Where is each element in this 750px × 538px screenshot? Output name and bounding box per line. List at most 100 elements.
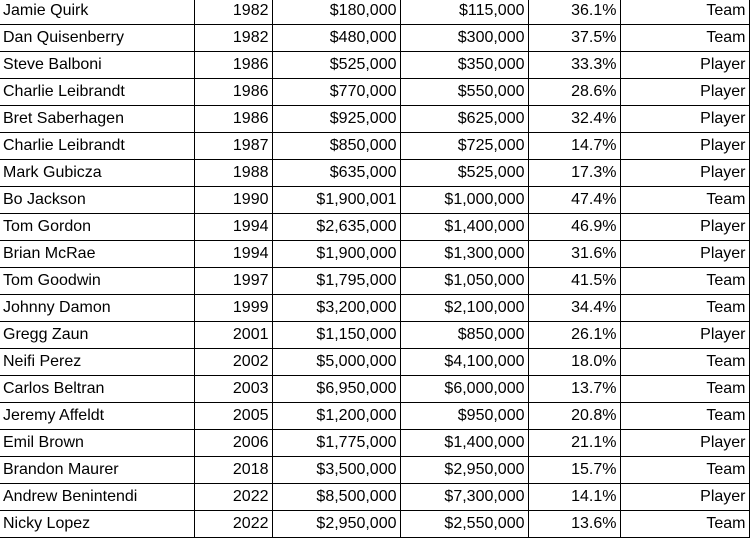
- difference-percent-cell: 17.3%: [527, 159, 621, 187]
- table-row: Bo Jackson 1990 $1,900,001 $1,000,000 47.4% T…: [0, 186, 750, 214]
- difference-percent-cell: 26.1%: [527, 321, 621, 349]
- player-request-cell: $8,500,000: [271, 483, 401, 511]
- player-request-cell: $925,000: [271, 105, 401, 133]
- table-row: Neifi Perez 2002 $5,000,000 $4,100,000 18.0%…: [0, 348, 750, 376]
- table-row: Charlie Leibrandt 1986 $770,000 $550,000 28.…: [0, 78, 750, 106]
- winner-cell: Team: [619, 267, 750, 295]
- team-offer-cell: $115,000: [399, 0, 529, 25]
- winner-cell: Team: [619, 375, 750, 403]
- table-row: Charlie Leibrandt 1987 $850,000 $725,000 14.…: [0, 132, 750, 160]
- year-cell: 1986: [193, 51, 273, 79]
- winner-cell: Player: [619, 429, 750, 457]
- player-name-cell: Bo Jackson: [0, 186, 195, 214]
- winner-cell: Team: [619, 294, 750, 322]
- year-cell: 2006: [193, 429, 273, 457]
- player-name-cell: Gregg Zaun: [0, 321, 195, 349]
- winner-cell: Team: [619, 456, 750, 484]
- year-cell: 2018: [193, 456, 273, 484]
- player-request-cell: $1,200,000: [271, 402, 401, 430]
- team-offer-cell: $6,000,000: [399, 375, 529, 403]
- difference-percent-cell: 32.4%: [527, 105, 621, 133]
- player-name-cell: Bret Saberhagen: [0, 105, 195, 133]
- team-offer-cell: $350,000: [399, 51, 529, 79]
- player-name-cell: Charlie Leibrandt: [0, 78, 195, 106]
- year-cell: 1997: [193, 267, 273, 295]
- team-offer-cell: $1,300,000: [399, 240, 529, 268]
- difference-percent-cell: 14.1%: [527, 483, 621, 511]
- player-request-cell: $2,950,000: [271, 510, 401, 538]
- team-offer-cell: $950,000: [399, 402, 529, 430]
- team-offer-cell: $1,000,000: [399, 186, 529, 214]
- table-row: Mark Gubicza 1988 $635,000 $525,000 17.3% Pla…: [0, 159, 750, 187]
- table-row: Jamie Quirk 1982 $180,000 $115,000 36.1% Team: [0, 0, 750, 25]
- player-request-cell: $2,635,000: [271, 213, 401, 241]
- team-offer-cell: $2,100,000: [399, 294, 529, 322]
- player-name-cell: Emil Brown: [0, 429, 195, 457]
- player-request-cell: $3,500,000: [271, 456, 401, 484]
- difference-percent-cell: 41.5%: [527, 267, 621, 295]
- team-offer-cell: $525,000: [399, 159, 529, 187]
- difference-percent-cell: 36.1%: [527, 0, 621, 25]
- year-cell: 2022: [193, 510, 273, 538]
- team-offer-cell: $625,000: [399, 105, 529, 133]
- table-row: Tom Gordon 1994 $2,635,000 $1,400,000 46.9% P…: [0, 213, 750, 241]
- difference-percent-cell: 13.6%: [527, 510, 621, 538]
- year-cell: 1990: [193, 186, 273, 214]
- player-request-cell: $480,000: [271, 24, 401, 52]
- winner-cell: Team: [619, 402, 750, 430]
- year-cell: 1987: [193, 132, 273, 160]
- team-offer-cell: $725,000: [399, 132, 529, 160]
- winner-cell: Player: [619, 213, 750, 241]
- player-name-cell: Tom Goodwin: [0, 267, 195, 295]
- team-offer-cell: $1,400,000: [399, 429, 529, 457]
- player-request-cell: $1,795,000: [271, 267, 401, 295]
- player-name-cell: Carlos Beltran: [0, 375, 195, 403]
- player-name-cell: Andrew Benintendi: [0, 483, 195, 511]
- winner-cell: Player: [619, 483, 750, 511]
- table-row: Nicky Lopez 2022 $2,950,000 $2,550,000 13.6%…: [0, 510, 750, 538]
- winner-cell: Team: [619, 510, 750, 538]
- difference-percent-cell: 18.0%: [527, 348, 621, 376]
- player-request-cell: $1,900,001: [271, 186, 401, 214]
- player-name-cell: Johnny Damon: [0, 294, 195, 322]
- table-row: Emil Brown 2006 $1,775,000 $1,400,000 21.1% P…: [0, 429, 750, 457]
- year-cell: 1986: [193, 78, 273, 106]
- winner-cell: Team: [619, 24, 750, 52]
- team-offer-cell: $7,300,000: [399, 483, 529, 511]
- difference-percent-cell: 33.3%: [527, 51, 621, 79]
- player-request-cell: $525,000: [271, 51, 401, 79]
- player-name-cell: Brian McRae: [0, 240, 195, 268]
- difference-percent-cell: 15.7%: [527, 456, 621, 484]
- winner-cell: Player: [619, 105, 750, 133]
- player-request-cell: $635,000: [271, 159, 401, 187]
- year-cell: 1994: [193, 213, 273, 241]
- year-cell: 2022: [193, 483, 273, 511]
- player-request-cell: $5,000,000: [271, 348, 401, 376]
- winner-cell: Team: [619, 186, 750, 214]
- winner-cell: Player: [619, 132, 750, 160]
- table-row: Johnny Damon 1999 $3,200,000 $2,100,000 34.4…: [0, 294, 750, 322]
- table-row: Gregg Zaun 2001 $1,150,000 $850,000 26.1% Pla…: [0, 321, 750, 349]
- difference-percent-cell: 37.5%: [527, 24, 621, 52]
- year-cell: 2001: [193, 321, 273, 349]
- winner-cell: Player: [619, 51, 750, 79]
- player-request-cell: $180,000: [271, 0, 401, 25]
- player-request-cell: $850,000: [271, 132, 401, 160]
- team-offer-cell: $300,000: [399, 24, 529, 52]
- player-name-cell: Nicky Lopez: [0, 510, 195, 538]
- player-name-cell: Jamie Quirk: [0, 0, 195, 25]
- team-offer-cell: $1,050,000: [399, 267, 529, 295]
- winner-cell: Player: [619, 78, 750, 106]
- table-row: Bret Saberhagen 1986 $925,000 $625,000 32.4%…: [0, 105, 750, 133]
- difference-percent-cell: 28.6%: [527, 78, 621, 106]
- winner-cell: Team: [619, 348, 750, 376]
- year-cell: 1982: [193, 0, 273, 25]
- difference-percent-cell: 34.4%: [527, 294, 621, 322]
- player-name-cell: Tom Gordon: [0, 213, 195, 241]
- winner-cell: Player: [619, 240, 750, 268]
- player-name-cell: Brandon Maurer: [0, 456, 195, 484]
- player-name-cell: Jeremy Affeldt: [0, 402, 195, 430]
- player-name-cell: Neifi Perez: [0, 348, 195, 376]
- year-cell: 1999: [193, 294, 273, 322]
- winner-cell: Player: [619, 321, 750, 349]
